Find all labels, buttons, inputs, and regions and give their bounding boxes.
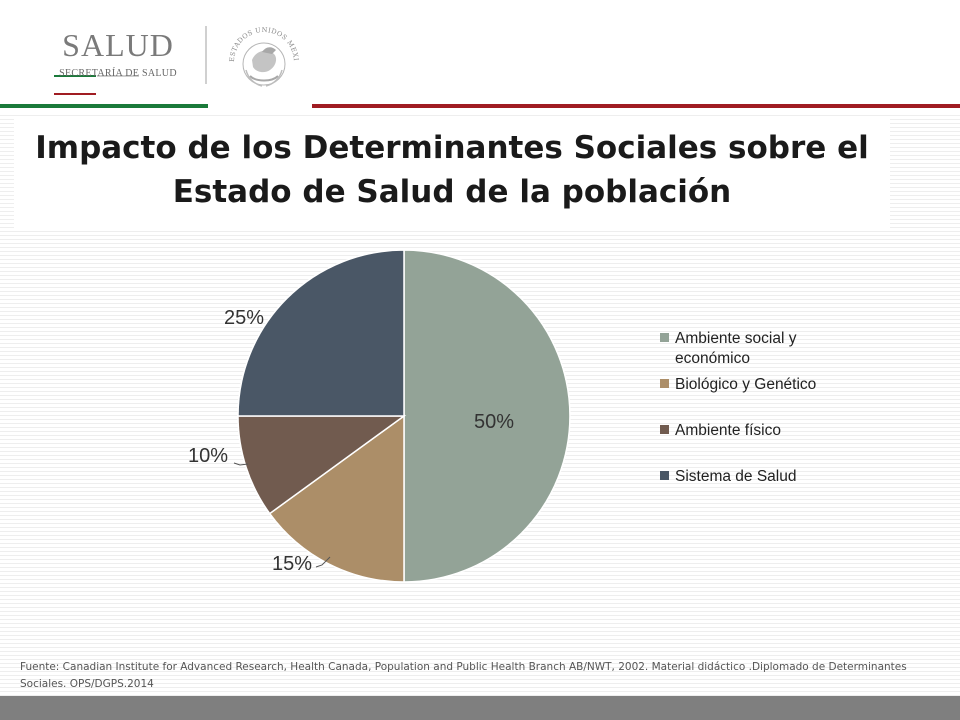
title-line-1: Impacto de los Determinantes Sociales so… (35, 130, 869, 166)
logo-word: SALUD (62, 27, 174, 63)
title-box: Impacto de los Determinantes Sociales so… (14, 118, 890, 228)
logo-subtitle: SECRETARÍA DE SALUD (59, 68, 177, 79)
logo-tricolor-line (54, 64, 182, 95)
data-label-leader (233, 462, 249, 466)
footer-bar (0, 696, 960, 720)
header: SALUD SECRETARÍA DE SALUD ESTADOS UNIDOS… (0, 0, 960, 112)
legend-label: Sistema de Salud (675, 468, 797, 485)
data-label: 10% (188, 445, 228, 467)
data-label: 25% (224, 307, 264, 329)
data-label: 15% (272, 553, 312, 575)
pie-slice-ambiente-social-y-econ-mico (403, 249, 571, 583)
legend-swatch (660, 471, 669, 480)
legend-label: Ambiente físico (675, 422, 781, 439)
source-note: Fuente: Canadian Institute for Advanced … (20, 661, 907, 690)
header-separator (205, 26, 207, 84)
pie-slice-sistema-de-salud (237, 249, 405, 417)
legend-label: Ambiente social y (675, 330, 797, 347)
pie-slice-biol-gico-y-gen-tico (268, 414, 405, 583)
data-label-leader (315, 556, 331, 568)
legend-label: económico (675, 350, 750, 367)
title-line-2: Estado de Salud de la población (172, 174, 732, 210)
data-label: 50% (474, 411, 514, 433)
mexico-seal-icon: ESTADOS UNIDOS MEXICANOS (222, 16, 300, 87)
pie-slice-ambiente-f-sico (237, 415, 407, 515)
header-red-bar (312, 104, 960, 108)
legend-swatch (660, 333, 669, 342)
slide-title: Impacto de los Determinantes Sociales so… (14, 126, 890, 214)
legend-swatch (660, 379, 669, 388)
salud-logo: SALUD SECRETARÍA DE SALUD (48, 27, 188, 95)
legend-label: Biológico y Genético (675, 376, 816, 393)
header-green-bar (0, 104, 208, 108)
legend-swatch (660, 425, 669, 434)
